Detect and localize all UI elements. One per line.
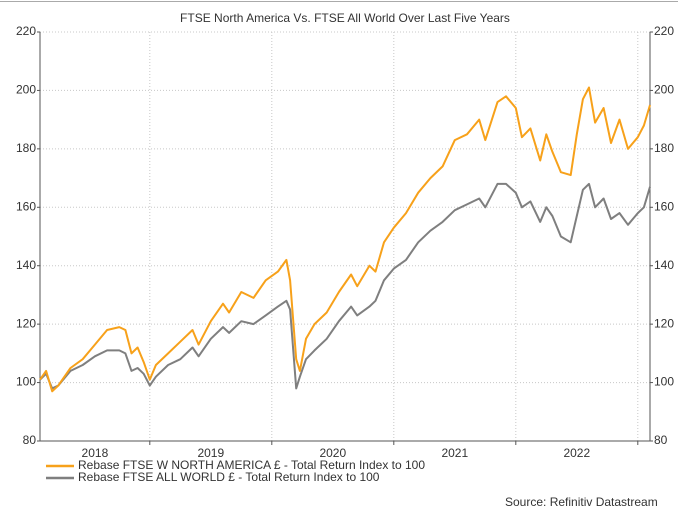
y2-tick-label: 120: [654, 316, 674, 330]
x-tick-label: 2022: [563, 446, 590, 460]
x-tick-label: 2020: [319, 446, 346, 460]
y-tick-label: 220: [16, 24, 36, 38]
y2-tick-label: 100: [654, 375, 674, 389]
y2-tick-label: 140: [654, 258, 674, 272]
y-tick-label: 140: [16, 258, 36, 272]
y-tick-label: 120: [16, 316, 36, 330]
y-tick-label: 80: [23, 433, 37, 447]
y2-tick-label: 180: [654, 141, 674, 155]
y2-tick-label: 80: [654, 433, 668, 447]
chart-title: FTSE North America Vs. FTSE All World Ov…: [180, 11, 510, 25]
y2-tick-label: 200: [654, 83, 674, 97]
y-tick-label: 180: [16, 141, 36, 155]
legend-label: Rebase FTSE ALL WORLD £ - Total Return I…: [78, 470, 380, 484]
y2-tick-label: 220: [654, 24, 674, 38]
line-series: [39, 86, 651, 393]
y-tick-label: 100: [16, 375, 36, 389]
y2-tick-label: 160: [654, 199, 674, 213]
x-tick-label: 2018: [82, 446, 109, 460]
source: Source: Refinitiv Datastream: [505, 495, 658, 508]
y-tick-label: 160: [16, 199, 36, 213]
y-tick-label: 200: [16, 83, 36, 97]
legend-label: Rebase FTSE W NORTH AMERICA £ - Total Re…: [78, 458, 425, 472]
line-series: [39, 182, 651, 390]
x-tick-label: 2021: [441, 446, 468, 460]
x-tick-label: 2019: [197, 446, 224, 460]
